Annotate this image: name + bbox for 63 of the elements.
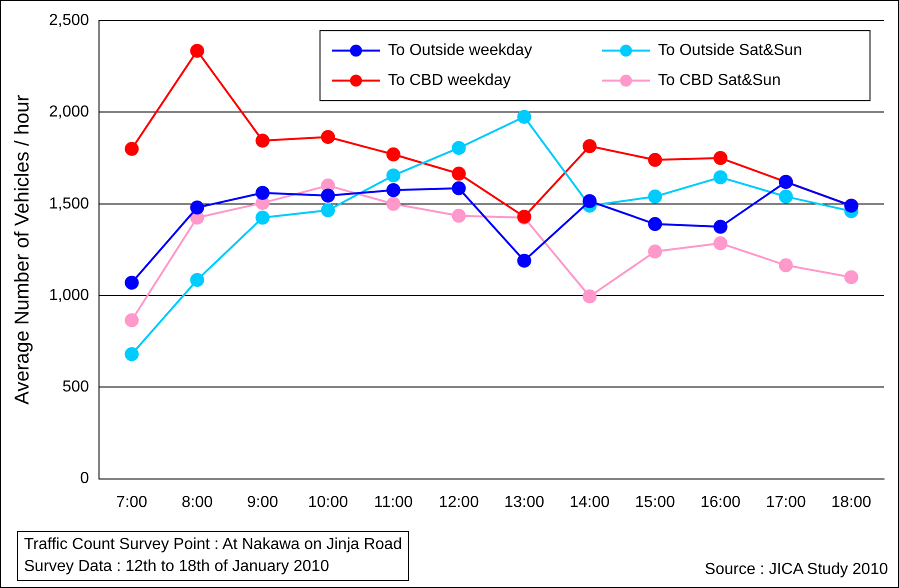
y-axis-title: Average Number of Vehicles / hour <box>12 94 34 405</box>
x-tick-label: 15:00 <box>635 494 676 511</box>
y-tick-label: 1,500 <box>48 195 90 212</box>
legend-label: To CBD Sat&Sun <box>658 72 781 90</box>
legend-label: To CBD weekday <box>388 72 511 90</box>
legend-label: To Outside Sat&Sun <box>658 42 802 60</box>
point <box>124 142 139 156</box>
point <box>844 270 858 284</box>
point <box>386 183 400 198</box>
point <box>648 244 662 259</box>
point <box>452 208 466 223</box>
x-tick-label: 11:00 <box>374 494 413 511</box>
point <box>452 166 466 181</box>
point <box>386 168 400 182</box>
point <box>517 110 532 124</box>
point <box>452 181 466 196</box>
x-tick-label: 9:00 <box>247 494 278 511</box>
point <box>582 139 597 154</box>
y-tick-label: 0 <box>80 470 90 488</box>
legend-label: To Outside weekday <box>388 42 532 60</box>
point <box>256 186 270 200</box>
source-note: Source : JICA Study 2010 <box>704 561 888 579</box>
point <box>256 210 270 225</box>
point <box>713 170 728 184</box>
y-tick-label: 500 <box>62 378 90 396</box>
point <box>386 147 400 162</box>
x-tick-label: 18:00 <box>831 494 872 511</box>
point <box>124 313 139 328</box>
x-tick-label: 13:00 <box>504 494 544 511</box>
point <box>648 217 662 232</box>
point <box>256 134 270 148</box>
x-tick-label: 16:00 <box>700 494 741 511</box>
x-tick-label: 8:00 <box>182 494 213 511</box>
point <box>190 44 204 58</box>
text: Survey Data : 12th to 18th of January 2010 <box>24 557 330 577</box>
point <box>582 289 597 304</box>
point <box>778 190 793 204</box>
point <box>124 347 139 362</box>
y-tick-label: 2,500 <box>48 12 90 30</box>
point <box>713 220 728 234</box>
point <box>648 152 662 167</box>
point <box>713 151 728 166</box>
point <box>582 194 597 208</box>
x-tick-label: 17:00 <box>766 494 806 511</box>
point <box>648 190 662 204</box>
y-tick-label: 2,000 <box>48 104 90 121</box>
x-tick-label: 12:00 <box>438 494 479 511</box>
point <box>124 276 139 290</box>
point <box>713 236 728 250</box>
x-tick-label: 14:00 <box>570 494 610 511</box>
point <box>320 130 335 144</box>
point <box>320 203 335 218</box>
point <box>778 258 793 272</box>
y-tick-label: 1,000 <box>48 286 90 304</box>
point <box>320 188 335 203</box>
x-tick-label: 7:00 <box>116 494 148 511</box>
x-tick-label: 10:00 <box>308 494 348 511</box>
point <box>190 272 204 287</box>
point <box>517 254 532 268</box>
point <box>386 196 400 211</box>
text: Traffic Count Survey Point : At Nakawa on Jinja Road <box>24 535 402 555</box>
point <box>190 200 204 215</box>
point <box>452 140 466 155</box>
